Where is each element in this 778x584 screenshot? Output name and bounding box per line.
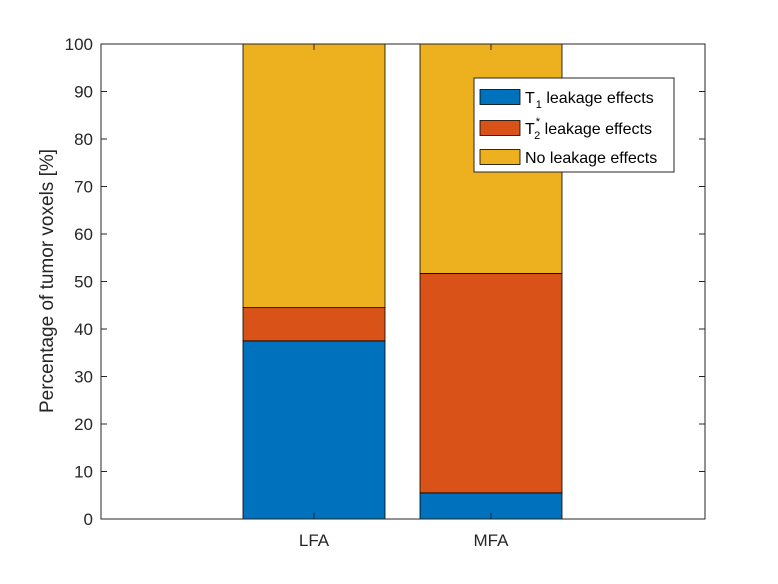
legend-swatch-3 <box>479 149 521 165</box>
y-tick-label: 0 <box>84 510 93 529</box>
y-tick-label: 70 <box>74 178 93 197</box>
legend: T1 leakage effects T* 2 leakage effects No … <box>473 77 675 173</box>
y-tick-label: 40 <box>74 320 93 339</box>
y-tick-label: 60 <box>74 225 93 244</box>
y-tick-label: 50 <box>74 273 93 292</box>
bar-mfa-series-2 <box>419 273 563 494</box>
x-tick-label-lfa: LFA <box>299 531 330 550</box>
axes-group: 0 10 20 30 40 50 60 70 80 90 100 LFA MFA <box>65 35 706 550</box>
legend-label-2: T* 2 leakage effects <box>525 116 652 142</box>
y-tick-label: 90 <box>74 83 93 102</box>
legend-label-3: No leakage effects <box>525 150 657 167</box>
y-tick-label: 20 <box>74 415 93 434</box>
y-tick-label: 30 <box>74 368 93 387</box>
y-tick-label: 10 <box>74 463 93 482</box>
bar-lfa-series-3 <box>242 43 386 309</box>
legend-swatch-2 <box>479 120 521 136</box>
x-tick-label-mfa: MFA <box>474 531 510 550</box>
legend-swatch-1 <box>479 89 521 105</box>
y-axis-label: Percentage of tumor voxels [%] <box>37 149 58 413</box>
y-tick-label: 100 <box>65 35 93 54</box>
legend-label-1: T1 leakage effects <box>525 90 654 111</box>
bar-lfa-series-1 <box>242 340 386 520</box>
y-tick-label: 80 <box>74 130 93 149</box>
bar-lfa-series-2 <box>242 307 386 342</box>
